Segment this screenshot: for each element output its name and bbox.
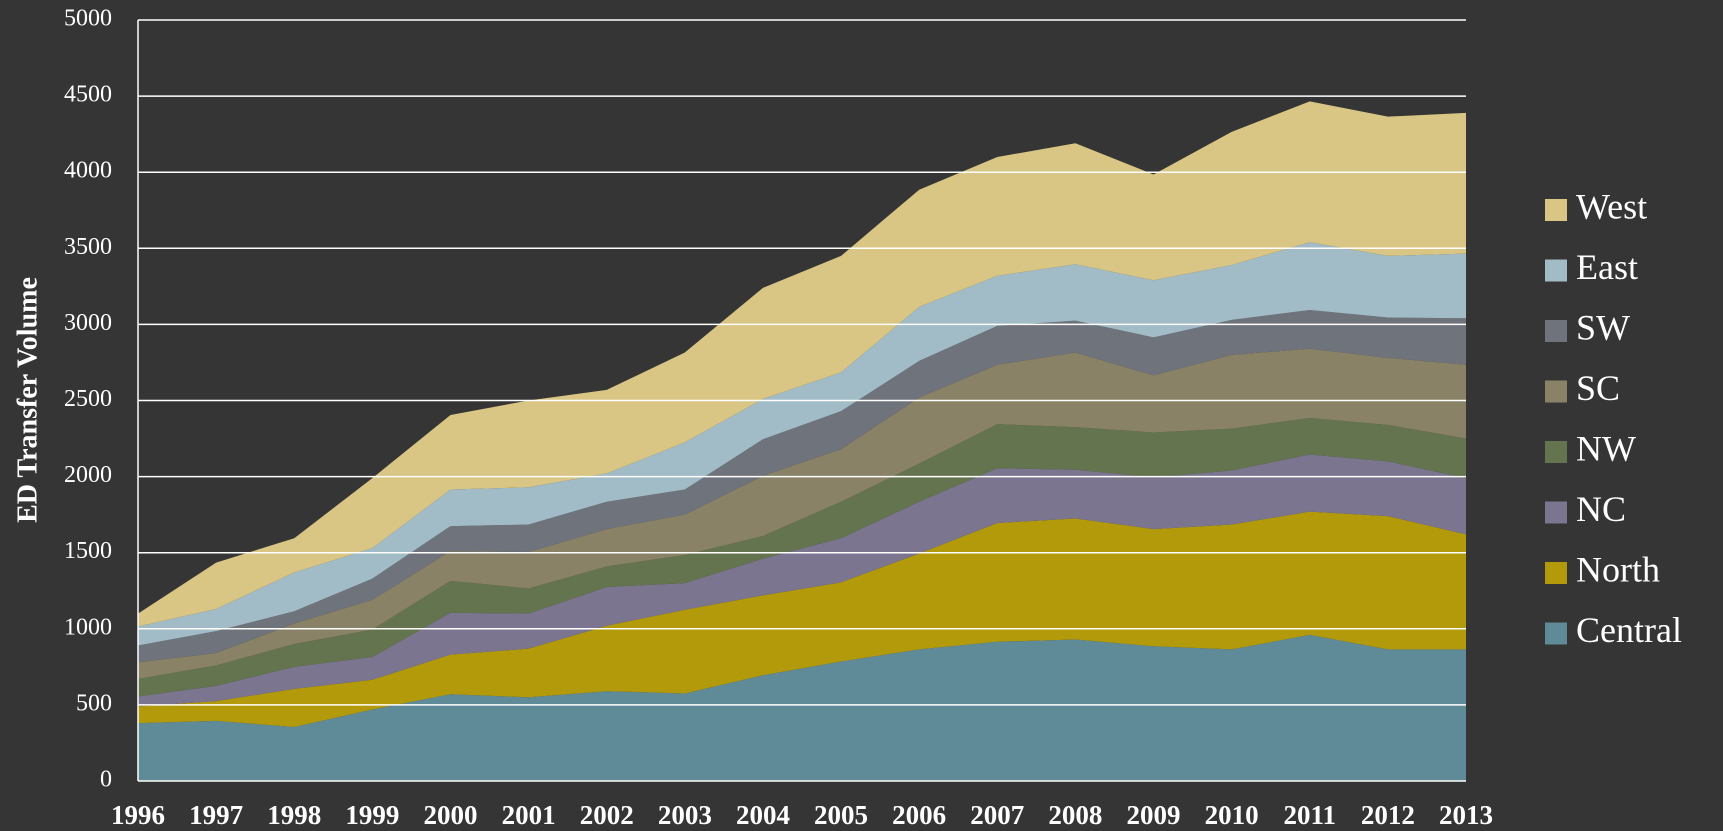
legend-swatch [1545,199,1567,221]
x-tick-label: 2011 [1284,800,1337,830]
y-tick-label: 3000 [64,310,112,336]
y-tick-label: 3500 [64,234,112,260]
y-tick-label: 2500 [64,386,112,412]
legend-swatch [1545,622,1567,645]
x-tick-label: 2002 [580,800,634,830]
y-axis-label: ED Transfer Volume [12,277,43,523]
x-tick-label: 1996 [111,800,165,830]
area [138,348,1466,680]
x-tick-label: 2013 [1439,800,1493,830]
area [138,418,1466,697]
y-tick-label: 5000 [64,6,112,32]
area [138,511,1466,727]
y-tick-label: 4000 [64,158,112,184]
y-tick-label: 2000 [64,462,112,488]
area [138,454,1466,707]
x-tick-label: 2012 [1361,800,1415,830]
x-tick-label: 2008 [1048,800,1102,830]
x-tick-label: 2001 [502,800,556,830]
y-tick-label: 500 [76,690,112,716]
legend-swatch [1545,259,1567,282]
legend-swatch [1545,380,1567,403]
x-tick-label: 2004 [736,800,790,830]
x-tick-label: 2000 [423,800,477,830]
legend-label: SC [1576,368,1620,408]
legend-label: Central [1576,610,1682,650]
legend-label: SW [1576,307,1630,347]
x-tick-label: 2007 [970,800,1024,830]
legend-swatch [1545,562,1567,584]
legend-swatch [1545,501,1567,524]
area [138,309,1466,663]
area [138,101,1466,627]
y-tick-label: 4500 [64,82,112,108]
x-tick-label: 2005 [814,800,868,830]
legend-label: NW [1576,428,1636,468]
x-tick-label: 1997 [189,800,243,830]
y-tick-label: 0 [100,767,112,793]
x-tick-label: 2003 [658,800,712,830]
area [138,242,1466,646]
legend-label: North [1576,549,1660,589]
area [138,634,1466,781]
legend-swatch [1545,441,1567,463]
x-tick-label: 2006 [892,800,946,830]
legend-label: West [1576,186,1647,226]
y-tick-label: 1000 [64,614,112,640]
x-tick-label: 2010 [1205,800,1259,830]
legend-label: East [1576,247,1638,287]
y-tick-label: 1500 [64,538,112,564]
legend-label: NC [1576,489,1626,529]
x-tick-label: 1999 [345,800,399,830]
x-tick-label: 2009 [1127,800,1181,830]
legend-swatch [1545,320,1567,342]
x-tick-label: 1998 [267,800,321,830]
